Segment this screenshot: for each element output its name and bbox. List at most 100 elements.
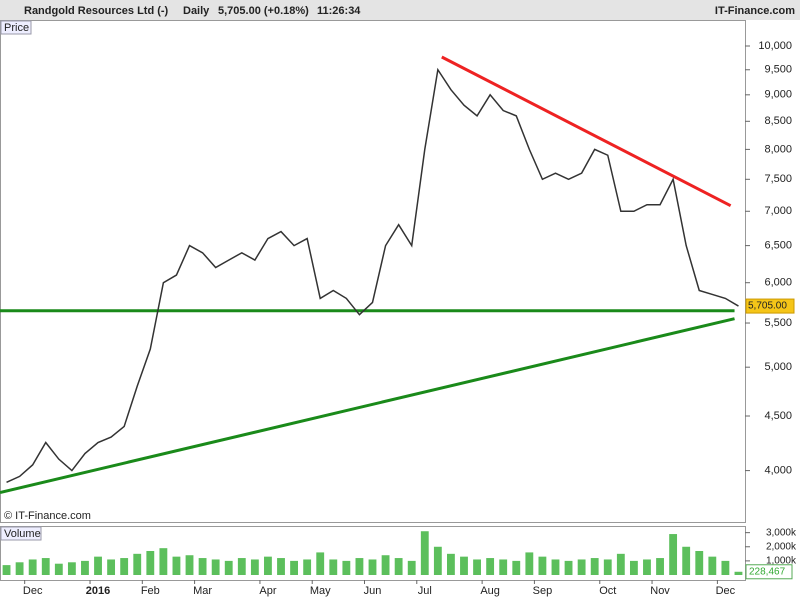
volume-bar <box>616 553 625 575</box>
volume-bar <box>198 558 207 575</box>
last-price-box <box>745 298 795 314</box>
y-tick-label: 9,500 <box>764 64 792 76</box>
y-tick-label: 10,000 <box>758 40 792 52</box>
volume-bar <box>250 559 259 575</box>
volume-bar <box>538 556 547 575</box>
last-volume-label: 228,467 <box>749 566 786 577</box>
x-tick-label: Dec <box>23 585 43 597</box>
volume-bar <box>15 562 24 575</box>
y-tick-label: 1,000k <box>766 556 797 567</box>
volume-bar <box>28 559 37 575</box>
x-tick-label: Jun <box>364 585 382 597</box>
y-tick-label: 6,500 <box>764 240 792 252</box>
header-bar <box>0 0 800 20</box>
y-tick-label: 4,500 <box>764 410 792 422</box>
x-tick-label: Aug <box>480 585 500 597</box>
volume-bar <box>172 556 181 575</box>
trendline <box>441 55 732 208</box>
volume-bar <box>237 558 246 575</box>
quote: 5,705.00 (+0.18%) <box>218 5 309 17</box>
volume-bar <box>342 560 351 575</box>
volume-bar <box>81 560 89 575</box>
volume-bar <box>656 558 664 575</box>
volume-bar <box>603 559 612 575</box>
x-tick-label: Nov <box>650 585 670 597</box>
volume-bar <box>420 531 429 575</box>
brand: IT-Finance.com <box>715 5 795 17</box>
volume-bar <box>721 560 730 575</box>
volume-panel <box>0 526 746 581</box>
volume-bar <box>146 551 155 575</box>
x-tick-label: Feb <box>141 585 160 597</box>
volume-bar <box>277 558 285 575</box>
volume-bar <box>643 559 651 575</box>
y-tick-label: 7,000 <box>764 205 792 217</box>
y-tick-label: 9,000 <box>764 89 792 101</box>
volume-bar <box>695 551 704 575</box>
x-tick-label: Jul <box>418 585 432 597</box>
volume-bar <box>368 559 377 575</box>
volume-bar <box>433 546 442 575</box>
volume-bar <box>512 560 521 575</box>
volume-bar <box>682 546 691 575</box>
volume-bar <box>381 555 390 575</box>
volume-bar <box>486 558 495 575</box>
volume-bar <box>224 560 233 575</box>
volume-bar <box>551 559 560 575</box>
volume-bar <box>2 565 11 575</box>
volume-bar <box>460 556 468 575</box>
volume-bar <box>525 552 534 575</box>
stock-title: Randgold Resources Ltd (-) <box>24 5 169 17</box>
volume-bar <box>669 534 678 575</box>
price-label: Price <box>4 22 29 34</box>
y-tick-label: 4,000 <box>764 465 792 477</box>
time: 11:26:34 <box>317 5 361 17</box>
trendline <box>0 317 735 494</box>
volume-bar <box>120 558 129 575</box>
x-tick-label: May <box>310 585 331 597</box>
volume-bar <box>564 560 573 575</box>
volume-bar <box>159 548 168 575</box>
x-tick-label: Dec <box>716 585 736 597</box>
volume-bar <box>629 560 638 575</box>
volume-bar <box>303 559 312 575</box>
last-volume-box <box>745 564 793 580</box>
volume-bar <box>590 558 599 575</box>
volume-bar <box>107 559 116 575</box>
volume-bar <box>407 560 416 575</box>
x-tick-label: Mar <box>193 585 212 597</box>
y-tick-label: 6,000 <box>764 277 792 289</box>
volume-bar <box>394 558 403 575</box>
volume-bar <box>708 556 717 575</box>
price-panel <box>0 20 746 523</box>
y-tick-label: 8,500 <box>764 115 792 127</box>
x-tick-label: Sep <box>533 585 553 597</box>
volume-bar <box>185 555 194 575</box>
volume-bar <box>41 558 50 575</box>
y-tick-label: 5,000 <box>764 361 792 373</box>
volume-bar <box>211 559 220 575</box>
volume-bar <box>133 553 142 575</box>
volume-bar <box>473 559 481 575</box>
price-label-box <box>0 20 32 35</box>
volume-bar <box>577 559 586 575</box>
volume-bar <box>290 560 298 575</box>
volume-bar <box>94 556 102 575</box>
volume-bar <box>329 559 338 575</box>
volume-bar <box>54 563 63 575</box>
volume-bar <box>316 552 325 575</box>
volume-bar <box>355 558 364 575</box>
volume-label-box <box>0 526 42 541</box>
price-line <box>6 67 739 484</box>
y-tick-label: 2,000k <box>766 541 797 552</box>
volume-bar <box>447 553 455 575</box>
y-tick-label: 5,500 <box>764 317 792 329</box>
volume-label: Volume <box>4 528 41 540</box>
volume-bar <box>734 571 743 575</box>
volume-bar <box>264 556 272 575</box>
last-price-label: 5,705.00 <box>748 301 787 312</box>
volume-bar <box>67 562 76 575</box>
y-tick-label: 8,000 <box>764 143 792 155</box>
y-tick-label: 7,500 <box>764 173 792 185</box>
